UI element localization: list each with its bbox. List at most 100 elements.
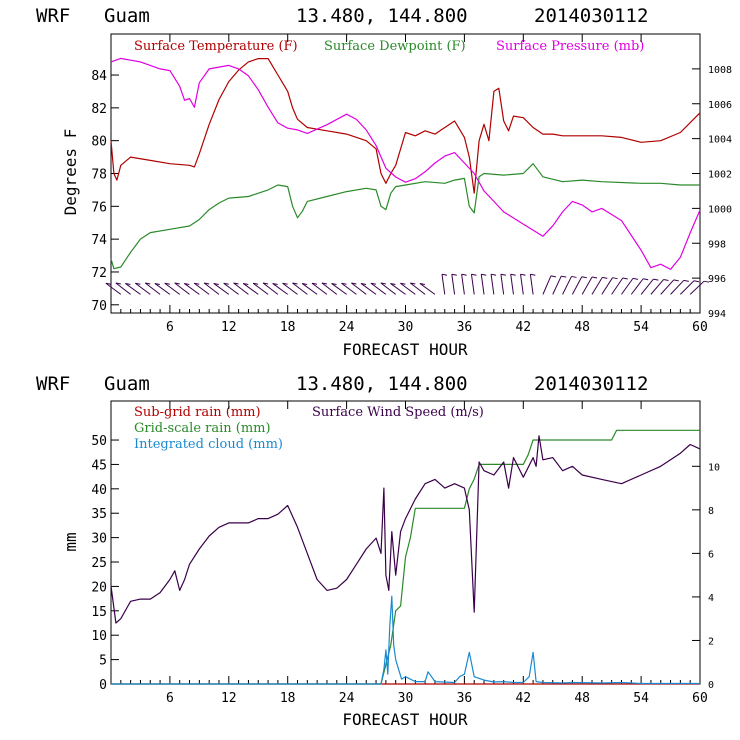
panel2-axes: 6 12 18 24 30 36 42 48 54 60051015202530354045500… [91, 401, 720, 706]
panel1-series [110, 57, 701, 270]
panel2-title-coords: 13.480, 144.800 [296, 373, 468, 395]
wind-barb [154, 283, 171, 295]
wind-barb [571, 276, 583, 295]
series-line-0 [110, 57, 701, 194]
y2-tick-label: 1002 [708, 170, 732, 181]
wind-barb-flag [602, 276, 608, 279]
legend-entry: Surface Dewpoint (F) [324, 39, 466, 54]
x-tick-label: 18 [280, 691, 296, 706]
y2-tick-label: 994 [708, 309, 726, 320]
wind-barb [601, 277, 613, 295]
wind-barb-flag [653, 278, 659, 281]
wind-barb-flag [419, 282, 426, 285]
wind-barb-flag [380, 282, 386, 285]
panel2-title-location: Guam [104, 373, 150, 395]
y-tick-label: 74 [91, 233, 107, 248]
wind-barb-flag [311, 282, 318, 285]
y2-tick-label: 996 [708, 274, 726, 285]
wind-barb-flag [204, 282, 210, 285]
wind-barb [419, 283, 436, 295]
wind-barb-flag [663, 279, 669, 282]
wind-barb [341, 282, 357, 295]
wind-barb [542, 275, 552, 295]
wind-barb [292, 282, 308, 295]
panel1-y-axis-label: Degrees F [61, 129, 80, 216]
x-tick-label: 42 [515, 320, 531, 335]
wind-barb [680, 280, 695, 295]
wind-barb-flag [243, 282, 249, 285]
wind-barb-flag [272, 282, 278, 285]
wind-barb-flag [282, 282, 288, 285]
wind-barb-flag [530, 273, 536, 276]
panel1-x-axis-label: FORECAST HOUR [342, 340, 468, 359]
series-line-2 [111, 595, 700, 685]
y-tick-label: 30 [91, 532, 107, 547]
wind-barb-flag [683, 279, 689, 282]
wind-barb-flag [471, 273, 477, 276]
x-tick-label: 12 [221, 320, 237, 335]
wind-barb-flag [571, 275, 577, 278]
panel2-legend: Sub-grid rain (mm)Grid-scale rain (mm)In… [134, 405, 484, 452]
panel1-title-init: 2014030112 [534, 5, 648, 27]
wind-barb-flag [302, 282, 308, 285]
wind-barb [223, 282, 239, 295]
wind-barb [400, 282, 416, 295]
wind-barb [164, 282, 181, 295]
panel2-title-model: WRF [36, 373, 70, 395]
wind-barb-flag [331, 282, 337, 285]
x-tick-label: 24 [339, 691, 355, 706]
wind-barb [144, 282, 161, 295]
legend-entry: Grid-scale rain (mm) [134, 421, 271, 436]
wind-barb [490, 274, 495, 295]
wind-barb [409, 282, 426, 295]
wind-barb [670, 279, 685, 295]
panel1-title-location: Guam [104, 5, 150, 27]
y-tick-label: 72 [91, 266, 107, 281]
wind-barb [321, 282, 338, 295]
y2-tick-label: 998 [708, 239, 726, 250]
legend-entry: Integrated cloud (mm) [134, 437, 283, 452]
panel1-title-coords: 13.480, 144.800 [296, 5, 468, 27]
wind-barb-flag [135, 282, 141, 285]
wind-barb [640, 278, 654, 295]
wind-barb-flag [400, 282, 406, 285]
y-tick-label: 84 [91, 69, 107, 84]
x-tick-label: 30 [398, 691, 414, 706]
y-tick-label: 40 [91, 483, 107, 498]
panel1-legend: Surface Temperature (F) Surface Dewpoint … [134, 39, 644, 54]
y2-tick-label: 8 [708, 506, 714, 517]
y-tick-label: 0 [99, 678, 107, 693]
x-tick-label: 48 [574, 691, 590, 706]
wind-barb [252, 282, 269, 295]
panel1-title-model: WRF [36, 5, 70, 27]
wind-barb [380, 282, 396, 295]
wind-barb [480, 274, 485, 295]
y-tick-label: 15 [91, 605, 107, 620]
wind-barb-flag [490, 273, 497, 276]
wind-barb [441, 274, 446, 295]
wind-barb [562, 276, 572, 295]
y-tick-label: 78 [91, 168, 107, 183]
wind-barb [660, 279, 675, 295]
x-tick-label: 60 [692, 320, 708, 335]
series-line-1 [110, 163, 700, 270]
wind-barb-flag [410, 282, 416, 285]
y-tick-label: 20 [91, 580, 107, 595]
wind-barb-flag [321, 282, 328, 285]
wind-barb-flag [612, 277, 618, 280]
y-tick-label: 80 [91, 135, 107, 150]
legend-entry: Surface Wind Speed (m/s) [312, 405, 484, 420]
x-tick-label: 6 [166, 691, 174, 706]
wind-barb [203, 282, 220, 295]
wind-barb-flag [174, 282, 180, 285]
y-tick-label: 25 [91, 556, 107, 571]
wind-barb [451, 274, 456, 295]
y-tick-label: 50 [91, 434, 107, 449]
panel2-y-axis-label: mm [61, 532, 80, 551]
wind-barb-flag [591, 276, 598, 279]
wind-barb [193, 282, 210, 295]
wind-barb-flag [561, 275, 567, 278]
series-line-2 [110, 57, 701, 270]
y2-tick-label: 2 [708, 636, 714, 647]
wind-barb-flag [360, 282, 367, 285]
